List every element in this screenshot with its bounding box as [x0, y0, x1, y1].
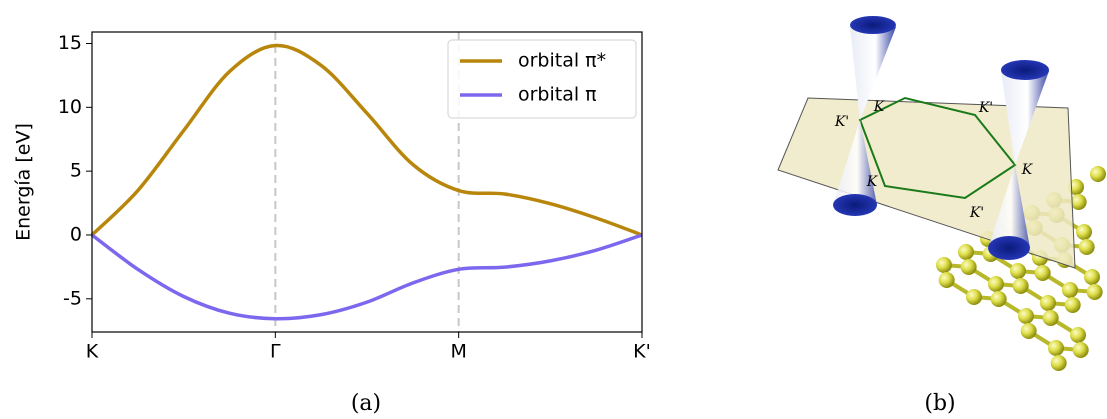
atom: [1070, 194, 1087, 210]
atom: [988, 276, 1004, 292]
x-tick-label: K': [633, 341, 651, 363]
atom: [1078, 239, 1095, 255]
atom: [1070, 327, 1086, 343]
atom: [1064, 297, 1081, 313]
atom: [1012, 278, 1029, 294]
k-label: K: [866, 174, 879, 190]
atom: [1034, 265, 1051, 281]
atom: [958, 244, 974, 260]
y-tick-label: 5: [70, 160, 82, 182]
atom: [1086, 284, 1103, 300]
y-tick-label: 0: [70, 223, 82, 245]
series-line: [90, 233, 643, 321]
atom: [1062, 282, 1078, 298]
atom: [990, 291, 1007, 307]
y-tick-label: -5: [63, 287, 82, 309]
y-tick-label: 15: [58, 32, 82, 54]
y-tick-label: 10: [58, 96, 82, 118]
brillouin-plane: [777, 97, 1076, 269]
atom: [1090, 166, 1106, 182]
series-line: [90, 43, 643, 237]
legend-label: orbital π*: [518, 50, 606, 72]
atom: [1010, 263, 1026, 279]
k-label: K': [834, 114, 849, 130]
legend-label: orbital π: [518, 84, 597, 106]
atom: [1048, 340, 1064, 356]
cone-left: [833, 16, 896, 216]
cone-right: [988, 60, 1049, 260]
chart: K Γ M K' -5 0 5 10 15 Energía [eV] orbital π* orbit…: [13, 31, 651, 363]
k-label: K': [978, 100, 993, 116]
atom: [1072, 342, 1089, 358]
atom: [1020, 323, 1037, 339]
atom: [1050, 355, 1067, 371]
y-axis-label: Energía [eV]: [13, 123, 35, 241]
atom: [1042, 310, 1059, 326]
k-label: K: [1021, 162, 1034, 178]
atom: [960, 259, 977, 275]
k-label: K: [873, 99, 886, 115]
k-label: K': [969, 205, 984, 221]
atom: [1018, 308, 1034, 324]
x-tick-label: M: [450, 341, 466, 363]
atom: [1040, 295, 1056, 311]
x-tick-label: Γ: [270, 341, 281, 363]
caption: (a): [351, 391, 381, 416]
atom: [938, 272, 955, 288]
atom: [1076, 224, 1092, 240]
plot-frame: [91, 31, 643, 333]
atom: [936, 257, 952, 273]
caption: (b): [924, 391, 955, 416]
x-tick-label: K: [86, 341, 99, 363]
atom: [1084, 269, 1100, 285]
atom: [966, 289, 982, 305]
